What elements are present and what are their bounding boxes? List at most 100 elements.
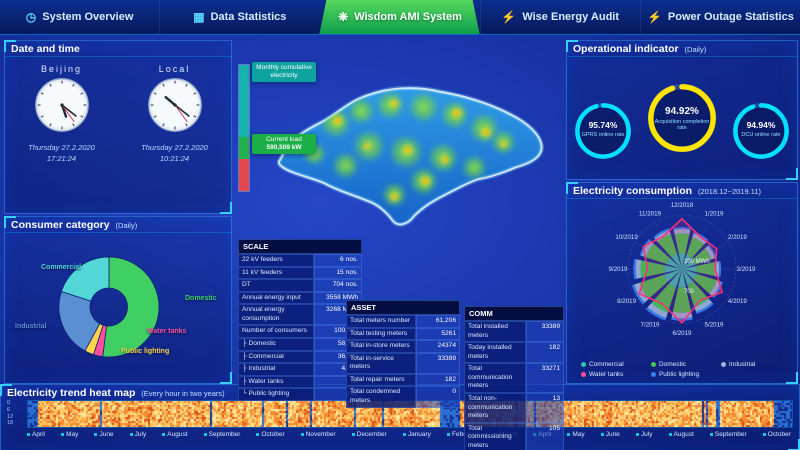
consumption-title-text: Electricity consumption [573, 185, 693, 197]
asset-table-header: ASSET [346, 300, 460, 315]
row-value: 704 nos. [314, 279, 362, 292]
pie-label-commercial: Commercial [41, 264, 82, 271]
row-value: 5261 [416, 327, 460, 341]
legend-dot [581, 362, 586, 367]
nav-tab-power-outage-statistics[interactable]: ⚡ Power Outage Statistics [639, 0, 800, 34]
legend-label: Water tanks [589, 371, 624, 378]
nav-tab-label: Data Statistics [210, 11, 287, 23]
clock-city-label: Local [158, 64, 191, 74]
month-tick: December [352, 431, 387, 438]
row-value: 13 [525, 392, 564, 423]
gauge-acquisition-completion-rate: 94.92% Acquisition completion rate [643, 79, 721, 157]
table-row: Total testing meters 5261 [346, 327, 460, 341]
legend-label: Public lighting [658, 371, 700, 378]
gauge-dcu-online-rate: 94.94% DCU online rate [729, 99, 793, 163]
gauge-value: 95.74% [588, 120, 618, 131]
heat-spots [302, 90, 517, 208]
row-label: ├ Industrial [238, 363, 315, 376]
operational-title: Operational indicator (Daily) [567, 41, 797, 57]
table-row: Total condemned meters 0 [346, 386, 460, 408]
clock-block-beijing: Beijing Thursday 27.2.2020 17:21:24 [5, 64, 118, 163]
hour-tick: 6 [7, 406, 11, 413]
row-label: Today installed meters [464, 342, 526, 364]
row-label: ├ Domestic [238, 337, 315, 351]
month-tick: November [301, 431, 336, 438]
consumer-category-donut-chart [5, 231, 231, 383]
row-label: ├ Water tanks [238, 375, 315, 389]
panel-consumer-category: Consumer category (Daily) Domestic Water … [4, 216, 232, 384]
svg-text:3/2019: 3/2019 [737, 266, 756, 273]
gauge-group: 95.74% GPRS online rate 94.92% Acquisiti… [567, 57, 797, 163]
operational-subtitle: (Daily) [684, 45, 707, 54]
clock-date: Thursday 27.2.2020 [141, 143, 208, 152]
consumption-title: Electricity consumption (2018.12~2019.11… [567, 183, 797, 199]
row-label: DT [238, 279, 315, 292]
row-value: 6 nos. [314, 254, 362, 267]
table-row: DT 704 nos. [238, 279, 362, 292]
pie-label-industrial: Industrial [15, 323, 47, 330]
legend-item-commercial: Commercial [581, 361, 651, 368]
svg-text:12/2018: 12/2018 [671, 202, 694, 209]
table-row: Number of consumers100,167 [238, 325, 362, 338]
load-bar-segment [239, 159, 249, 191]
current-load-value: 590,509 kW [266, 143, 302, 151]
table-row: ├ Water tanks68 [238, 375, 362, 389]
table-row: └ Public lighting132 [238, 388, 362, 401]
month-tick: September [204, 431, 241, 438]
nav-tab-label: Wisdom AMI System [354, 11, 462, 23]
scale-table-body: 22 kV feeders 6 nos. 11 kV feeders 15 nos. D… [238, 254, 362, 401]
legend-item-domestic: Domestic [650, 361, 721, 368]
nav-tab-label: Power Outage Statistics [667, 11, 794, 23]
month-tick: October [763, 431, 791, 438]
legend-dot [581, 372, 586, 377]
consumer-category-subtitle: (Daily) [115, 221, 138, 230]
legend-dot [650, 372, 656, 377]
nav-tab-wisdom-ami-system[interactable]: ❋ Wisdom AMI System [319, 0, 479, 34]
svg-text:7/2019: 7/2019 [641, 321, 660, 328]
table-row: ├ Domestic58,713 [238, 337, 362, 351]
panel-date-time: Date and time Beijing Thursday 27.2.2020… [4, 40, 232, 214]
heatmap-subtitle: (Every hour in two years) [141, 389, 225, 398]
consumer-category-title: Consumer category (Daily) [5, 217, 231, 233]
row-label: Annual energy input [238, 291, 315, 305]
row-value: 33271 [525, 363, 564, 393]
month-tick: August [669, 431, 694, 438]
clock-city-label: Beijing [40, 64, 83, 74]
row-label: ├ Commercial [238, 350, 315, 364]
clock-row: Beijing Thursday 27.2.2020 17:21:24 Loca… [5, 57, 231, 163]
scale-table: SCALE 22 kV feeders 6 nos. 11 kV feeders 15… [238, 239, 362, 401]
power-outage-icon: ⚡ [646, 10, 662, 24]
scale-table-header: SCALE [238, 239, 362, 254]
date-time-title: Date and time [5, 41, 231, 57]
current-load-tag: Current load 590,509 kW [252, 134, 316, 154]
panel-electricity-trend-heatmap: Electricity trend heat map (Every hour i… [0, 384, 800, 450]
gauge-value: 94.94% [746, 120, 776, 131]
row-label: Total condemned meters [346, 386, 417, 408]
gauge-icon: ◷ [25, 10, 37, 24]
row-value: 33389 [525, 321, 564, 343]
clock-time: 17:21:24 [46, 154, 77, 163]
month-tick: July [636, 431, 653, 438]
nav-tab-wise-energy-audit[interactable]: ⚡ Wise Energy Audit [479, 0, 640, 34]
date-time-title-text: Date and time [11, 43, 80, 55]
svg-text:9/2019: 9/2019 [609, 266, 628, 273]
row-value: 182 [525, 342, 564, 364]
nav-tab-system-overview[interactable]: ◷ System Overview [0, 0, 159, 34]
month-tick: May [567, 431, 584, 438]
leaf-icon: ❋ [338, 10, 349, 24]
operational-title-text: Operational indicator [573, 43, 679, 55]
svg-text:10/2019: 10/2019 [615, 234, 638, 241]
load-bar-segment [239, 136, 249, 160]
table-row: 11 kV feeders 15 nos. [238, 266, 362, 280]
month-tick: June [601, 431, 620, 438]
current-load-label: Current load [266, 136, 302, 143]
svg-text:6/2019: 6/2019 [673, 330, 692, 337]
hour-tick: 0 [7, 400, 11, 406]
nav-tab-data-statistics[interactable]: ▦ Data Statistics [159, 0, 319, 34]
gauge-gprs-online-rate: 95.74% GPRS online rate [571, 99, 635, 163]
hour-tick: 18 [7, 420, 14, 427]
lightning-icon: ⚡ [501, 10, 517, 24]
legend-item-public-lighting: Public lighting [650, 371, 721, 378]
svg-text:700: 700 [684, 289, 695, 295]
table-row: 22 kV feeders 6 nos. [238, 254, 362, 267]
